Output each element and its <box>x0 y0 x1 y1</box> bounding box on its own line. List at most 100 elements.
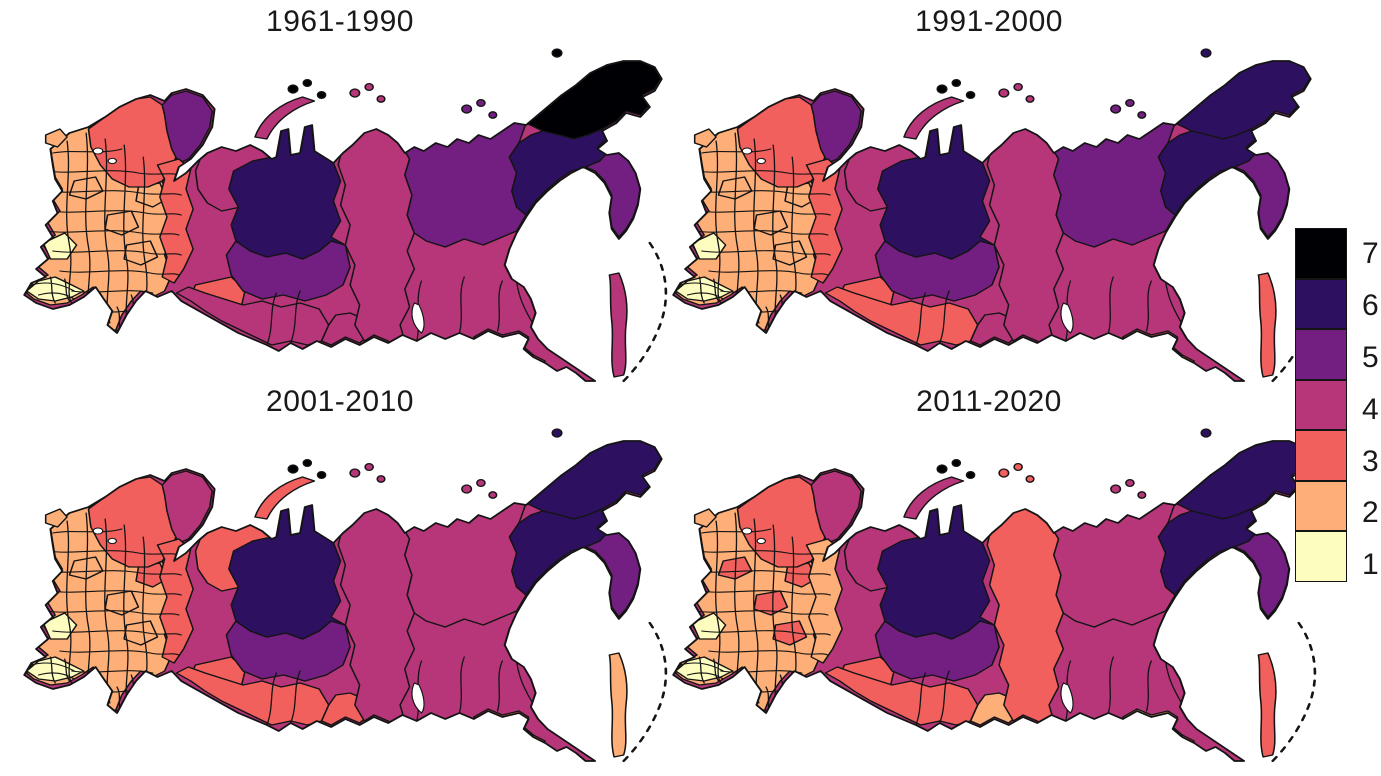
region-magadan <box>1157 128 1257 216</box>
region-ural <box>156 538 194 664</box>
region-franz_josef <box>302 458 313 468</box>
region-kamchatka <box>584 150 642 238</box>
legend-swatch-5 <box>1295 329 1347 380</box>
lake-baikal <box>411 302 425 334</box>
region-magadan <box>508 508 608 596</box>
russia-choropleth-map <box>23 48 668 383</box>
legend-label-4: 4 <box>1362 392 1379 426</box>
region-ural <box>805 538 843 664</box>
region-franz_josef <box>287 464 299 474</box>
russia-choropleth-map <box>23 428 668 763</box>
region-new_siberian <box>1125 478 1135 488</box>
region-franz_josef <box>936 84 948 94</box>
region-severnaya_zemlya <box>998 88 1010 98</box>
region-new_siberian <box>461 484 473 494</box>
mainland-coastline <box>23 440 663 762</box>
lake-ladoga <box>741 147 753 155</box>
lake-onega <box>756 157 767 165</box>
region-severnaya_zemlya <box>349 88 361 98</box>
legend-swatch-3 <box>1295 430 1347 481</box>
kuril-islands-dashes <box>622 241 668 383</box>
russia-choropleth-map <box>672 428 1317 763</box>
region-severnaya_zemlya <box>1025 95 1035 103</box>
region-kaliningrad <box>693 128 717 148</box>
region-franz_josef <box>951 458 962 468</box>
region-severnaya_zemlya <box>998 468 1010 478</box>
region-eur_b <box>772 620 808 646</box>
map-title: 2011-2020 <box>916 385 1062 418</box>
region-ural <box>156 158 194 284</box>
kuril-islands-dashes <box>1271 621 1317 763</box>
region-severnaya_zemlya <box>349 468 361 478</box>
region-severnaya_zemlya <box>364 462 374 472</box>
region-new_siberian <box>1110 104 1122 114</box>
legend-swatch-6 <box>1295 278 1347 329</box>
lake-ladoga <box>92 527 104 535</box>
region-sakhalin <box>1257 652 1277 758</box>
region-yakutia <box>1053 120 1176 248</box>
region-franz_josef <box>951 78 962 88</box>
region-eur_b <box>772 240 808 266</box>
region-kola <box>161 470 213 544</box>
region-eur_b <box>123 240 159 266</box>
region-severnaya_zemlya <box>1025 475 1035 483</box>
legend-labels: 7 6 5 4 3 2 1 <box>1362 228 1379 591</box>
region-severnaya_zemlya <box>376 475 386 483</box>
region-kaliningrad <box>44 508 68 528</box>
lake-onega <box>107 157 118 165</box>
region-kaliningrad <box>693 508 717 528</box>
region-yakutia <box>1053 500 1176 628</box>
region-novaya_zemlya <box>254 476 316 520</box>
region-sakhalin <box>608 652 628 758</box>
lake-ladoga <box>741 527 753 535</box>
mainland-coastline <box>23 60 663 382</box>
region-severnaya_zemlya <box>1013 462 1023 472</box>
region-novaya_zemlya <box>903 96 965 140</box>
region-sakhalin <box>608 272 628 378</box>
map-panel-1961-1990: 1961-1990 <box>10 3 670 385</box>
map-panel-1991-2000: 1991-2000 <box>659 3 1319 385</box>
lake-onega <box>756 537 767 545</box>
region-severnaya_zemlya <box>364 82 374 92</box>
legend-label-2: 2 <box>1362 496 1379 530</box>
legend-swatch-4 <box>1295 379 1347 430</box>
region-franz_josef <box>287 84 299 94</box>
region-yakutia <box>404 120 527 248</box>
region-wrangel <box>551 48 563 58</box>
region-new_siberian <box>1125 98 1135 108</box>
lake-baikal <box>1060 302 1074 334</box>
region-new_siberian <box>1137 491 1147 499</box>
map-title: 1961-1990 <box>266 5 414 38</box>
region-kola <box>810 90 862 164</box>
region-kola <box>810 470 862 544</box>
legend-label-6: 6 <box>1362 288 1379 322</box>
lake-ladoga <box>92 147 104 155</box>
region-new_siberian <box>1110 484 1122 494</box>
russia-choropleth-map <box>672 48 1317 383</box>
region-severnaya_zemlya <box>376 95 386 103</box>
region-new_siberian <box>476 478 486 488</box>
lake-baikal <box>1060 682 1074 714</box>
region-new_siberian <box>461 104 473 114</box>
lake-onega <box>107 537 118 545</box>
region-franz_josef <box>965 470 976 480</box>
region-kamchatka <box>1233 150 1291 238</box>
legend-swatch-7 <box>1295 228 1347 279</box>
legend-label-1: 1 <box>1362 548 1379 582</box>
region-yamal <box>228 504 347 640</box>
mainland-coastline <box>672 440 1312 762</box>
region-yamal <box>877 504 996 640</box>
region-ural <box>805 158 843 284</box>
lake-baikal <box>411 682 425 714</box>
legend-swatch-2 <box>1295 480 1347 531</box>
region-wrangel <box>551 428 563 438</box>
map-panel-2011-2020: 2011-2020 <box>659 383 1319 765</box>
region-magadan <box>508 128 608 216</box>
region-wrangel <box>1200 48 1212 58</box>
region-kola <box>161 90 213 164</box>
region-new_siberian <box>476 98 486 108</box>
legend-color-scale <box>1295 228 1347 582</box>
region-franz_josef <box>965 90 976 100</box>
region-novaya_zemlya <box>254 96 316 140</box>
